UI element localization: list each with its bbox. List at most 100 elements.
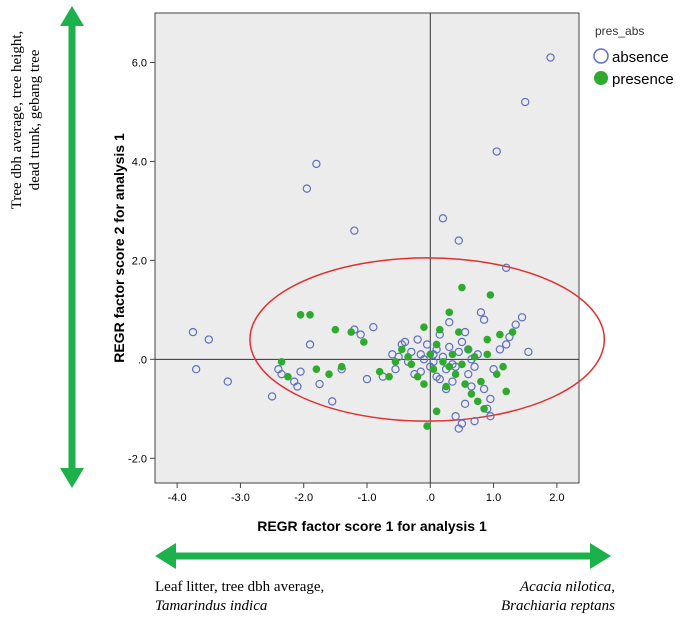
point-absence: [267, 392, 277, 401]
y-caption-line-2: dead trunk, gebang tree: [27, 49, 43, 191]
x-tick-label: -4.0: [168, 492, 187, 504]
point-absence: [521, 97, 530, 107]
point-presence: [483, 335, 492, 344]
point-presence: [477, 377, 485, 386]
point-absence: [191, 365, 201, 374]
x-axis: -4.0 -3.0 -2.0 -1.0 .0 1.0 2.0: [168, 483, 564, 504]
point-presence: [451, 370, 460, 378]
point-presence: [337, 362, 346, 371]
point-absence: [476, 308, 486, 317]
legend-entry-presence: presence: [612, 71, 674, 88]
point-presence: [448, 350, 457, 359]
vertical-double-arrow: [60, 6, 84, 488]
point-presence: [435, 325, 444, 334]
point-presence: [458, 283, 466, 292]
y-tick-label: 4.0: [132, 156, 147, 168]
point-presence: [508, 328, 517, 336]
point-absence: [502, 263, 511, 272]
point-presence: [442, 382, 450, 391]
point-absence: [327, 397, 337, 406]
y-tick-label: .0: [138, 354, 147, 366]
point-presence: [325, 370, 333, 378]
point-presence: [470, 353, 479, 361]
point-absence: [435, 374, 444, 384]
point-presence: [429, 365, 438, 374]
point-presence: [464, 345, 473, 354]
point-absence: [464, 369, 473, 379]
legend-title: pres_abs: [595, 24, 644, 38]
point-absence: [479, 384, 489, 394]
point-presence: [454, 328, 463, 336]
point-absence: [296, 367, 305, 376]
point-presence: [407, 360, 416, 369]
point-absence: [454, 236, 463, 245]
point-presence: [496, 330, 504, 339]
point-absence: [486, 394, 495, 404]
point-presence: [480, 404, 488, 413]
point-presence: [375, 367, 384, 376]
legend-marker-absence: [593, 48, 609, 64]
point-presence: [439, 357, 447, 366]
point-absence: [457, 419, 467, 428]
point-absence: [445, 318, 454, 327]
y-tick-label: 6.0: [132, 57, 147, 69]
legend-entry-absence: absence: [612, 49, 669, 66]
point-absence: [391, 365, 400, 374]
point-presence: [312, 365, 321, 374]
point-presence: [486, 291, 495, 299]
point-absence: [438, 214, 448, 223]
point-presence: [499, 362, 507, 371]
point-presence: [432, 407, 441, 416]
point-presence: [445, 308, 454, 317]
point-absence: [460, 399, 470, 409]
point-absence: [451, 412, 460, 421]
point-presence: [331, 325, 340, 334]
point-absence: [470, 362, 479, 371]
point-absence: [350, 226, 359, 235]
x-right-caption-line-1: Acacia nilotica,: [520, 579, 615, 595]
point-absence: [511, 320, 520, 329]
point-presence: [502, 387, 511, 396]
point-absence: [356, 330, 365, 339]
point-presence: [483, 350, 492, 359]
point-presence: [473, 397, 482, 406]
horizontal-double-arrow: [155, 543, 611, 569]
point-absence: [517, 313, 527, 322]
point-absence: [445, 342, 454, 352]
y-tick-label: 2.0: [132, 255, 147, 267]
point-absence: [486, 412, 495, 421]
x-left-caption-line-2: Tamarindus indica: [155, 598, 268, 614]
point-absence: [369, 322, 378, 332]
x-tick-label: .0: [426, 492, 435, 504]
ellipse-layer: [249, 257, 606, 422]
point-absence: [546, 53, 555, 62]
point-presence: [284, 372, 292, 381]
y-axis-caption: Tree dbh average, tree height, dead trun…: [8, 31, 50, 370]
point-presence: [420, 323, 428, 331]
y-caption-line-1: Tree dbh average, tree height,: [9, 30, 25, 210]
x-tick-label: -2.0: [294, 492, 313, 504]
point-absence: [188, 327, 198, 337]
x-left-caption: Leaf litter, tree dbh average, Tamarindu…: [155, 578, 385, 616]
point-absence: [312, 159, 321, 169]
point-presence: [492, 370, 501, 378]
point-presence: [413, 372, 422, 381]
x-axis-label: REGR factor score 1 for analysis 1: [257, 518, 487, 534]
y-axis: -2.0 .0 2.0 4.0 6.0: [128, 57, 155, 465]
point-absence: [305, 340, 315, 349]
point-presence: [360, 338, 368, 346]
point-presence: [306, 310, 314, 319]
point-absence: [429, 357, 438, 366]
point-absence: [293, 382, 302, 391]
point-absence: [524, 347, 533, 357]
point-absence: [204, 335, 213, 344]
point-presence: [420, 380, 428, 388]
point-presence: [404, 353, 412, 361]
point-presence: [347, 328, 355, 336]
point-presence: [461, 380, 469, 388]
point-presence: [385, 372, 393, 381]
highlight-ellipse: [249, 257, 606, 422]
point-presence: [458, 360, 466, 369]
point-absence: [223, 377, 232, 386]
point-presence: [426, 350, 435, 359]
